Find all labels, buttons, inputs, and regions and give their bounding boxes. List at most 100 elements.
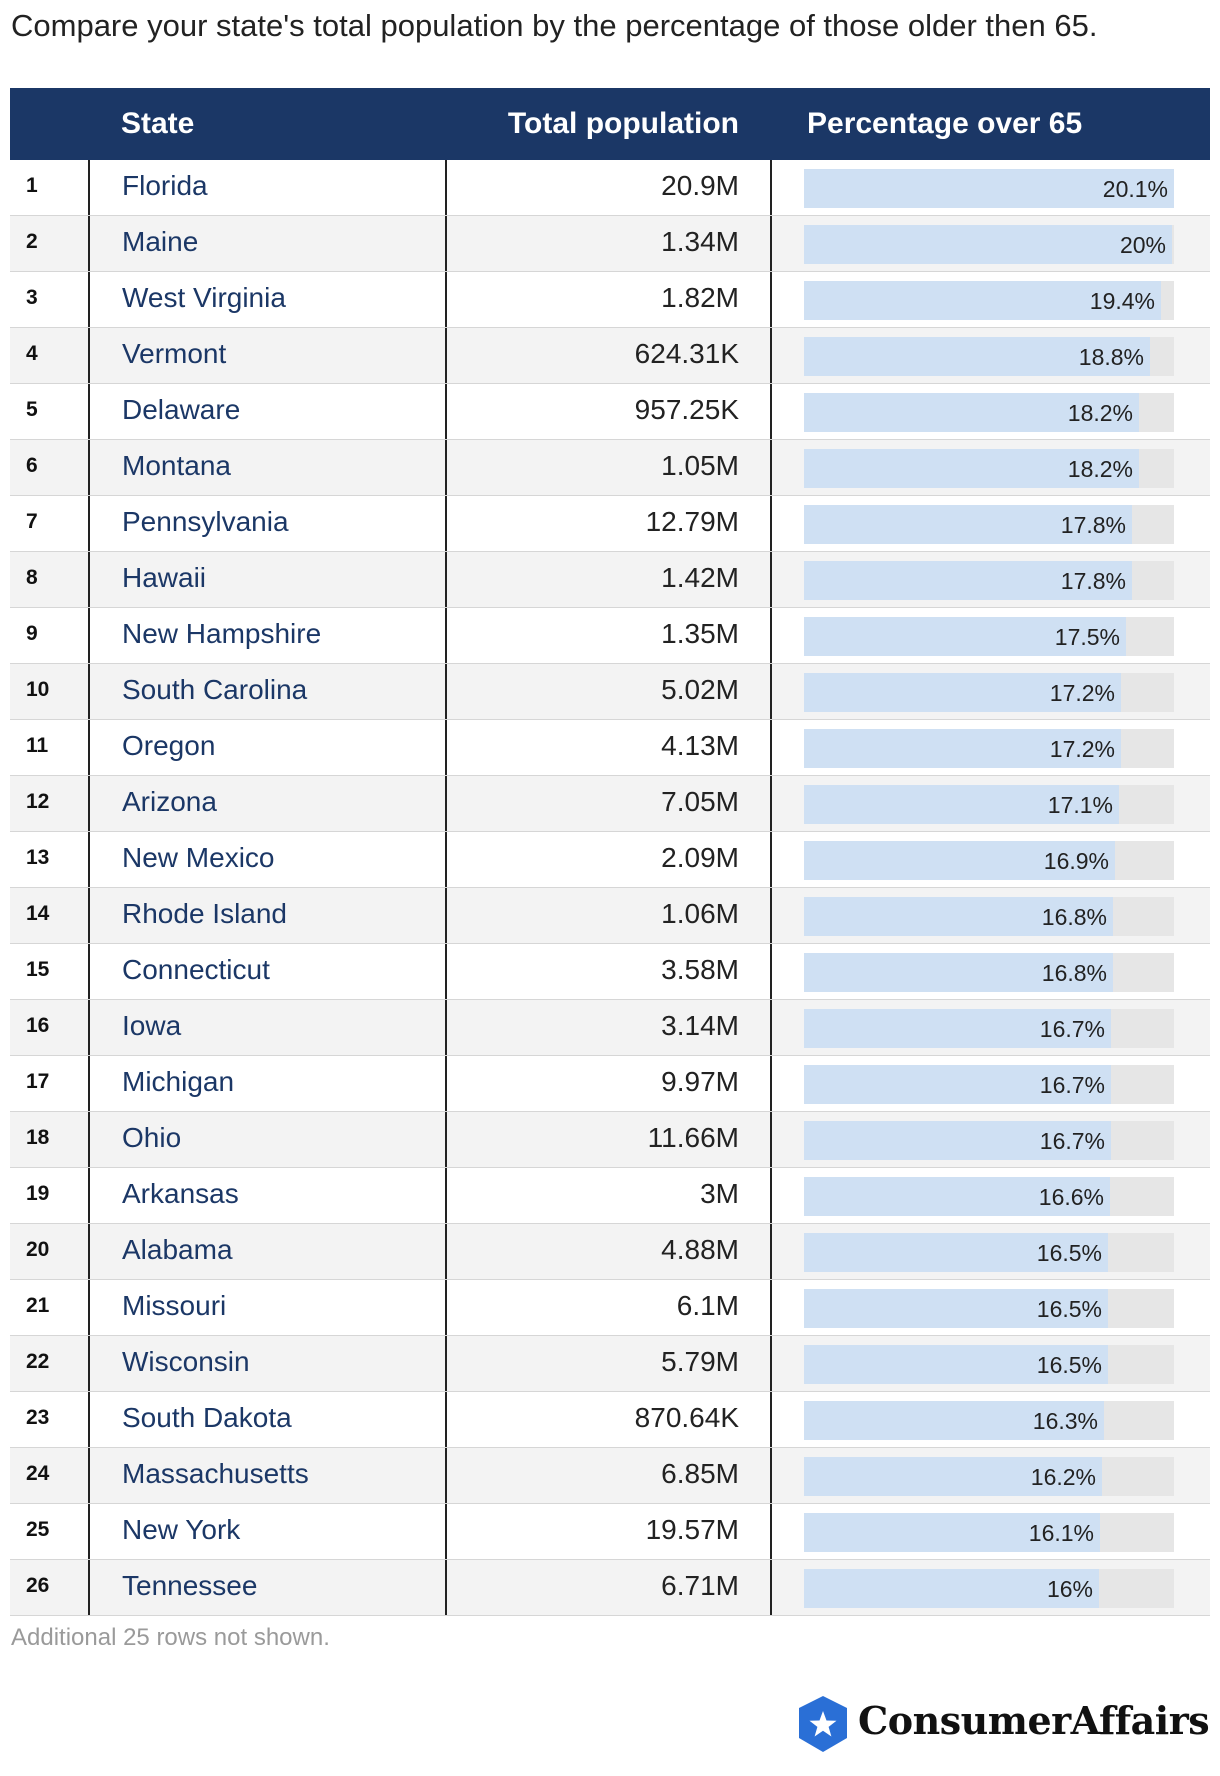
column-divider — [88, 1448, 90, 1503]
row-rank: 20 — [26, 1238, 50, 1261]
row-state: Michigan — [122, 1066, 235, 1097]
percentage-label: 16.7% — [1039, 1016, 1105, 1042]
table-row: 20 Alabama 4.88M 16.5% — [10, 1224, 1210, 1280]
row-population: 2.09M — [661, 842, 739, 873]
row-rank: 18 — [26, 1126, 50, 1149]
column-divider — [88, 1000, 90, 1055]
percentage-bar-track: 16.1% — [804, 1513, 1174, 1552]
percentage-bar — [804, 673, 1121, 712]
brand-logo: ConsumerAffairs — [796, 1692, 1210, 1756]
column-divider — [88, 888, 90, 943]
row-state: Vermont — [122, 338, 227, 369]
percentage-bar — [804, 1289, 1108, 1328]
row-state: Rhode Island — [122, 898, 288, 929]
row-population: 1.05M — [661, 450, 739, 481]
column-divider — [770, 496, 772, 551]
column-divider — [88, 496, 90, 551]
row-state: South Dakota — [122, 1402, 292, 1433]
column-divider — [88, 160, 90, 215]
column-divider — [445, 1000, 447, 1055]
table-row: 18 Ohio 11.66M 16.7% — [10, 1112, 1210, 1168]
percentage-label: 16.8% — [1041, 904, 1107, 930]
percentage-bar — [804, 561, 1132, 600]
column-divider — [445, 1560, 447, 1615]
percentage-bar-track: 16.7% — [804, 1009, 1174, 1048]
row-state: Pennsylvania — [122, 506, 289, 537]
column-divider — [445, 160, 447, 215]
row-rank: 23 — [26, 1406, 50, 1429]
row-rank: 7 — [26, 510, 38, 533]
percentage-bar-track: 17.8% — [804, 505, 1174, 544]
table-row: 7 Pennsylvania 12.79M 17.8% — [10, 496, 1210, 552]
column-divider — [770, 1448, 772, 1503]
row-rank: 8 — [26, 566, 38, 589]
percentage-label: 17.1% — [1047, 792, 1113, 818]
row-state: Delaware — [122, 394, 241, 425]
column-divider — [88, 1112, 90, 1167]
percentage-bar-track: 16.3% — [804, 1401, 1174, 1440]
row-state: Alabama — [122, 1234, 233, 1265]
percentage-label: 17.2% — [1049, 680, 1115, 706]
column-divider — [88, 1560, 90, 1615]
row-population: 5.79M — [661, 1346, 739, 1377]
column-divider — [770, 944, 772, 999]
row-state: Maine — [122, 226, 199, 257]
column-divider — [770, 440, 772, 495]
table-row: 8 Hawaii 1.42M 17.8% — [10, 552, 1210, 608]
column-divider — [88, 608, 90, 663]
percentage-bar-track: 18.2% — [804, 393, 1174, 432]
percentage-bar — [804, 337, 1150, 376]
percentage-bar — [804, 169, 1174, 208]
column-divider — [770, 160, 772, 215]
percentage-label: 17.5% — [1054, 624, 1120, 650]
row-population: 1.35M — [661, 618, 739, 649]
percentage-bar — [804, 1065, 1111, 1104]
table-row: 15 Connecticut 3.58M 16.8% — [10, 944, 1210, 1000]
column-divider — [770, 1392, 772, 1447]
percentage-label: 19.4% — [1089, 288, 1155, 314]
row-rank: 6 — [26, 454, 38, 477]
column-divider — [445, 1224, 447, 1279]
column-divider — [88, 1056, 90, 1111]
column-divider — [445, 1336, 447, 1391]
table-row: 1 Florida 20.9M 20.1% — [10, 160, 1210, 216]
row-population: 3M — [700, 1178, 739, 1209]
column-divider — [88, 720, 90, 775]
row-population: 12.79M — [645, 506, 739, 537]
column-divider — [88, 552, 90, 607]
table-row: 24 Massachusetts 6.85M 16.2% — [10, 1448, 1210, 1504]
row-state: Massachusetts — [122, 1458, 309, 1489]
column-divider — [88, 1336, 90, 1391]
percentage-bar-track: 18.2% — [804, 449, 1174, 488]
percentage-bar — [804, 841, 1115, 880]
row-state: New Mexico — [122, 842, 275, 873]
row-population: 1.42M — [661, 562, 739, 593]
column-divider — [88, 1224, 90, 1279]
percentage-bar-track: 19.4% — [804, 281, 1174, 320]
column-divider — [445, 1056, 447, 1111]
column-divider — [445, 496, 447, 551]
column-divider — [770, 888, 772, 943]
column-divider — [88, 776, 90, 831]
table-row: 22 Wisconsin 5.79M 16.5% — [10, 1336, 1210, 1392]
percentage-bar — [804, 729, 1121, 768]
percentage-label: 16.5% — [1036, 1240, 1102, 1266]
column-divider — [770, 328, 772, 383]
table-row: 11 Oregon 4.13M 17.2% — [10, 720, 1210, 776]
column-divider — [88, 1504, 90, 1559]
row-population: 6.71M — [661, 1570, 739, 1601]
percentage-bar-track: 16.8% — [804, 953, 1174, 992]
row-population: 4.88M — [661, 1234, 739, 1265]
row-rank: 1 — [26, 174, 38, 197]
table-row: 26 Tennessee 6.71M 16% — [10, 1560, 1210, 1616]
row-state: Ohio — [122, 1122, 182, 1153]
column-divider — [445, 944, 447, 999]
column-divider — [88, 216, 90, 271]
percentage-bar-track: 17.5% — [804, 617, 1174, 656]
table-row: 2 Maine 1.34M 20% — [10, 216, 1210, 272]
percentage-bar — [804, 953, 1113, 992]
percentage-bar — [804, 281, 1161, 320]
row-population: 5.02M — [661, 674, 739, 705]
row-state: Missouri — [122, 1290, 227, 1321]
row-population: 9.97M — [661, 1066, 739, 1097]
